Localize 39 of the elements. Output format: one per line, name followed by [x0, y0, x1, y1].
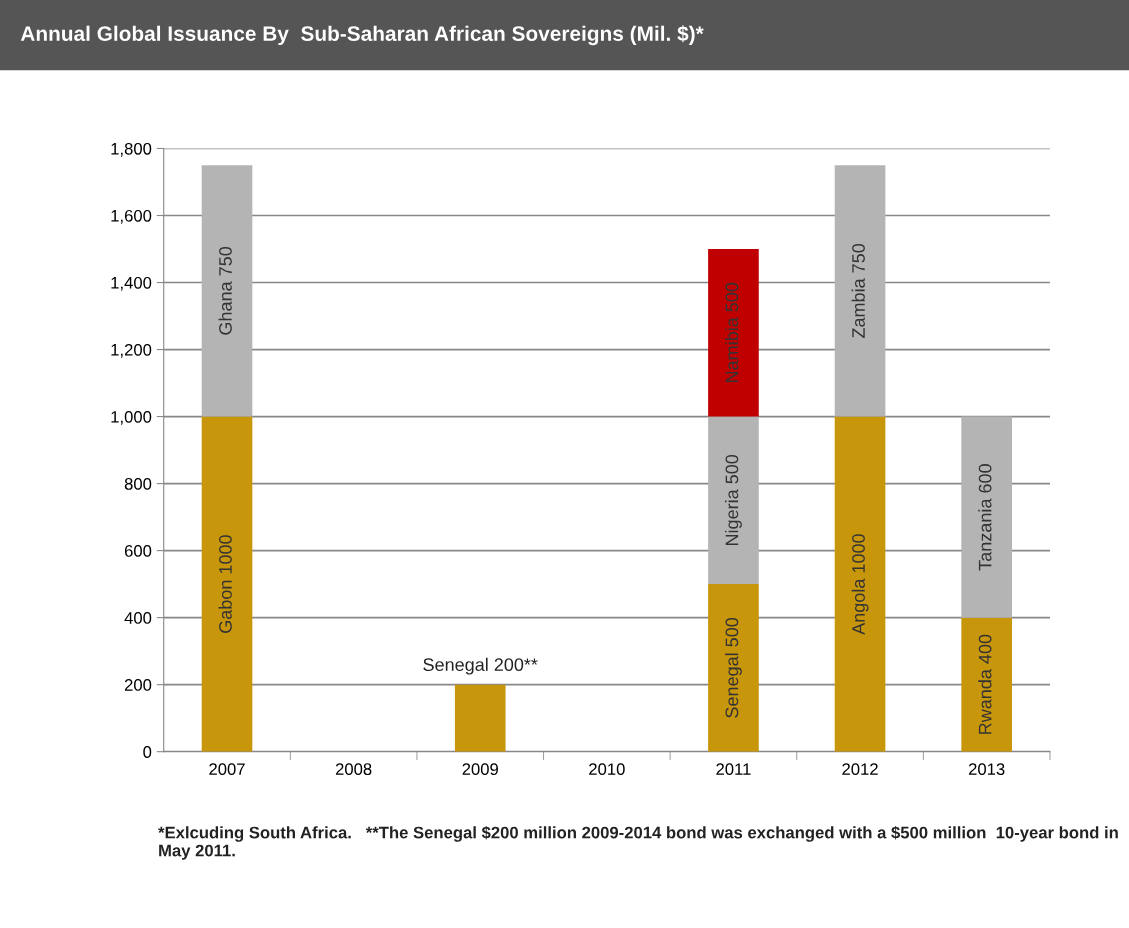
y-tick-label: 800 [124, 477, 152, 490]
data-label: Rwanda 400 [978, 634, 992, 734]
x-tick-label: 2008 [335, 763, 372, 776]
bar [201, 416, 253, 752]
bar [961, 416, 1012, 618]
bar [454, 684, 506, 752]
x-tick-label: 2013 [968, 763, 1005, 776]
bar [708, 416, 759, 585]
y-tick-label: 1,200 [111, 343, 152, 358]
x-tick-label: 2011 [716, 763, 751, 776]
x-tick-label: 2010 [589, 763, 625, 776]
bar [834, 165, 886, 417]
data-label: Nigeria 500 [725, 454, 742, 546]
data-label: Tanzania 600 [978, 464, 992, 571]
y-tick-label: 0 [143, 746, 152, 758]
bar [708, 249, 759, 417]
data-label: Ghana 750 [218, 246, 232, 335]
bar [834, 416, 886, 752]
y-tick-label: 1,800 [111, 142, 152, 157]
data-label: Gabon 1000 [218, 535, 232, 633]
y-tick-label: 1,600 [111, 209, 152, 224]
y-tick-label: 200 [124, 679, 152, 691]
data-label: Namibia 500 [725, 282, 739, 382]
chart-title: Annual Global Issuance By Sub-Saharan African Sovereigns (Mil. $)* [20, 25, 704, 46]
bar [708, 584, 759, 752]
x-tick-label: 2007 [209, 763, 245, 776]
y-tick-label: 1,000 [111, 410, 152, 425]
data-label: Zambia 750 [851, 243, 865, 338]
x-tick-label: 2012 [842, 763, 878, 776]
y-tick-label: 600 [124, 545, 152, 557]
bar [201, 165, 253, 417]
text: *Exlcuding South Africa. **The Senegal $200 million 2009-2014 bond was exchanged with a $500 million 10-year bond in May 2011. [158, 825, 1118, 860]
data-label: Senegal 500 [725, 617, 742, 718]
y-tick-label: 400 [124, 612, 152, 624]
data-label: Senegal 200** [423, 657, 538, 675]
bar [961, 617, 1012, 752]
data-label: Angola 1000 [851, 534, 869, 635]
x-tick-label: 2009 [462, 763, 498, 776]
y-tick-label: 1,400 [111, 276, 152, 291]
